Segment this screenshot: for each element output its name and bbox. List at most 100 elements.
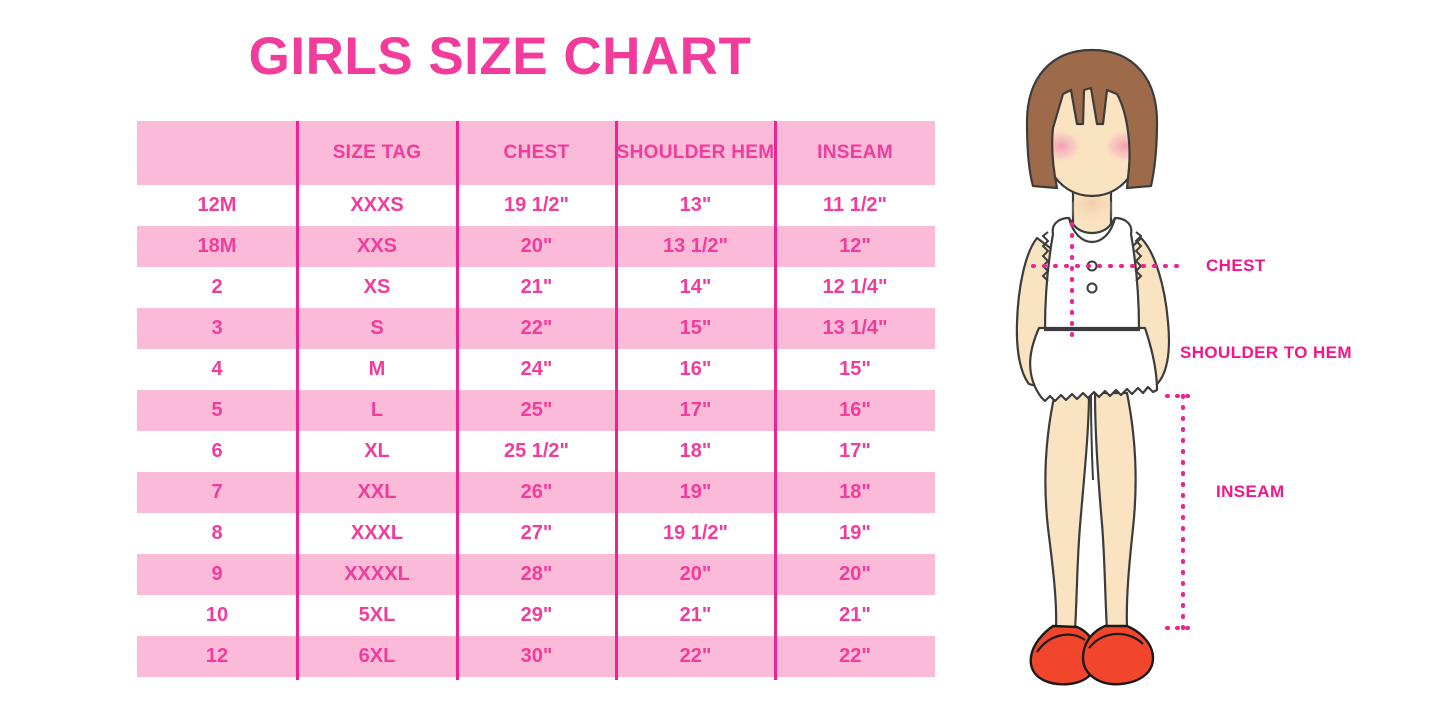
annotation-inseam: INSEAM xyxy=(1216,482,1285,501)
cell-inseam: 19" xyxy=(775,513,935,554)
top-garment-group xyxy=(1041,216,1143,332)
cell-chest: 22" xyxy=(457,308,616,349)
cell-shoulder-hem: 22" xyxy=(616,636,775,677)
skirt-group xyxy=(1029,326,1159,403)
column-divider xyxy=(296,121,299,680)
girl-illustration xyxy=(1015,48,1192,686)
table-body: 12M XXXS 19 1/2" 13" 11 1/2" 18M XXS 20"… xyxy=(137,185,935,677)
table-row: 12 6XL 30" 22" 22" xyxy=(137,636,935,677)
size-chart-table: SIZE TAG CHEST SHOULDER HEM INSEAM 12M X… xyxy=(137,121,935,677)
measurement-guides xyxy=(1031,222,1192,630)
cell-chest: 20" xyxy=(457,226,616,267)
cell-inseam: 18" xyxy=(775,472,935,513)
column-header-size-tag: SIZE TAG xyxy=(297,121,457,185)
table-row: 10 5XL 29" 21" 21" xyxy=(137,595,935,636)
cell-shoulder-hem: 14" xyxy=(616,267,775,308)
legs-group xyxy=(1044,391,1137,632)
cell-size-tag: XS xyxy=(297,267,457,308)
cell-size: 6 xyxy=(137,431,297,472)
cell-shoulder-hem: 21" xyxy=(616,595,775,636)
top-bodice xyxy=(1043,216,1141,332)
cell-size: 3 xyxy=(137,308,297,349)
annotation-chest: CHEST xyxy=(1206,256,1266,275)
table-row: 6 XL 25 1/2" 18" 17" xyxy=(137,431,935,472)
leg-gap-line xyxy=(1090,393,1094,481)
cell-size: 7 xyxy=(137,472,297,513)
right-leg xyxy=(1093,391,1137,632)
cell-chest: 26" xyxy=(457,472,616,513)
cell-inseam: 11 1/2" xyxy=(775,185,935,226)
table-row: 9 XXXXL 28" 20" 20" xyxy=(137,554,935,595)
cell-chest: 25" xyxy=(457,390,616,431)
column-header-size xyxy=(137,121,297,185)
table-row: 2 XS 21" 14" 12 1/4" xyxy=(137,267,935,308)
table-row: 5 L 25" 17" 16" xyxy=(137,390,935,431)
column-header-shoulder-hem: SHOULDER HEM xyxy=(616,121,775,185)
cell-shoulder-hem: 15" xyxy=(616,308,775,349)
cell-size: 2 xyxy=(137,267,297,308)
table-row: 4 M 24" 16" 15" xyxy=(137,349,935,390)
cell-inseam: 21" xyxy=(775,595,935,636)
cell-inseam: 17" xyxy=(775,431,935,472)
cell-chest: 25 1/2" xyxy=(457,431,616,472)
cell-shoulder-hem: 19" xyxy=(616,472,775,513)
page-title: GIRLS SIZE CHART xyxy=(248,27,752,86)
cell-size-tag: XL xyxy=(297,431,457,472)
column-divider xyxy=(774,121,777,680)
cell-shoulder-hem: 16" xyxy=(616,349,775,390)
cell-shoulder-hem: 20" xyxy=(616,554,775,595)
cell-size-tag: S xyxy=(297,308,457,349)
table-header: SIZE TAG CHEST SHOULDER HEM INSEAM xyxy=(137,121,935,185)
cell-chest: 19 1/2" xyxy=(457,185,616,226)
figure-body xyxy=(1015,48,1171,686)
cell-chest: 28" xyxy=(457,554,616,595)
shoes-group xyxy=(1029,624,1155,686)
cell-chest: 24" xyxy=(457,349,616,390)
cell-size: 8 xyxy=(137,513,297,554)
cell-size-tag: XXXXL xyxy=(297,554,457,595)
cell-size-tag: L xyxy=(297,390,457,431)
cell-inseam: 16" xyxy=(775,390,935,431)
cell-shoulder-hem: 18" xyxy=(616,431,775,472)
cell-chest: 21" xyxy=(457,267,616,308)
skirt xyxy=(1029,326,1159,403)
cell-inseam: 13 1/4" xyxy=(775,308,935,349)
cell-size: 12 xyxy=(137,636,297,677)
left-shoulder-ruffle xyxy=(1041,231,1050,282)
table-row: 7 XXL 26" 19" 18" xyxy=(137,472,935,513)
cell-size: 18M xyxy=(137,226,297,267)
cell-size-tag: XXXS xyxy=(297,185,457,226)
table-row: 3 S 22" 15" 13 1/4" xyxy=(137,308,935,349)
annotation-shoulder-to-hem: SHOULDER TO HEM xyxy=(1180,343,1352,362)
column-header-inseam: INSEAM xyxy=(775,121,935,185)
right-shoe xyxy=(1081,624,1155,686)
table-row: 8 XXXL 27" 19 1/2" 19" xyxy=(137,513,935,554)
cell-inseam: 12" xyxy=(775,226,935,267)
right-shoe-strap xyxy=(1088,632,1144,649)
head-group xyxy=(1025,48,1159,198)
cell-size-tag: XXL xyxy=(297,472,457,513)
cell-chest: 30" xyxy=(457,636,616,677)
cell-size-tag: 6XL xyxy=(297,636,457,677)
cell-shoulder-hem: 17" xyxy=(616,390,775,431)
cell-size: 10 xyxy=(137,595,297,636)
cell-size-tag: M xyxy=(297,349,457,390)
table-row: 18M XXS 20" 13 1/2" 12" xyxy=(137,226,935,267)
cell-inseam: 12 1/4" xyxy=(775,267,935,308)
cell-size: 4 xyxy=(137,349,297,390)
cell-size-tag: XXS xyxy=(297,226,457,267)
cell-inseam: 20" xyxy=(775,554,935,595)
neck-shadow xyxy=(1070,194,1114,226)
cell-size: 5 xyxy=(137,390,297,431)
button-lower xyxy=(1086,282,1098,294)
column-divider xyxy=(456,121,459,680)
cell-size-tag: XXXL xyxy=(297,513,457,554)
left-shoe-strap xyxy=(1036,633,1086,653)
cell-shoulder-hem: 13" xyxy=(616,185,775,226)
right-shoulder-ruffle xyxy=(1134,231,1143,282)
column-header-chest: CHEST xyxy=(457,121,616,185)
cell-size: 12M xyxy=(137,185,297,226)
hair xyxy=(1025,48,1159,190)
cell-inseam: 15" xyxy=(775,349,935,390)
table-row: 12M XXXS 19 1/2" 13" 11 1/2" xyxy=(137,185,935,226)
